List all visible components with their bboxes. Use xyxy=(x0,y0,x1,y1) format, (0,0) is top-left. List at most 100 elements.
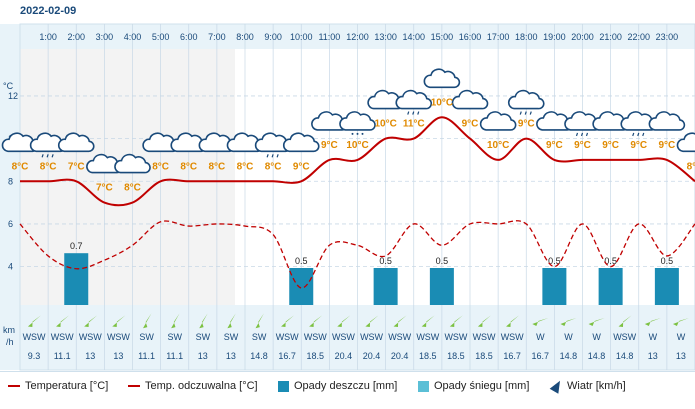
snow-flake xyxy=(351,132,354,135)
wind-direction: W xyxy=(564,332,573,342)
rain-drop xyxy=(417,111,420,115)
temp-label: 8°C xyxy=(208,161,225,172)
hour-label: 6:00 xyxy=(180,32,198,42)
wind-arrow-icon xyxy=(393,315,407,328)
wind-speed: 16.7 xyxy=(503,351,521,361)
wind-speed: 13 xyxy=(676,351,686,361)
wind-speed: 18.5 xyxy=(307,351,325,361)
hour-label: 19:00 xyxy=(543,32,566,42)
wind-direction: WSW xyxy=(360,332,383,342)
hour-label: 21:00 xyxy=(599,32,622,42)
y-axis-band xyxy=(0,24,20,370)
hour-label: 11:00 xyxy=(318,32,340,42)
night-shade-left xyxy=(20,49,235,305)
rain-drop xyxy=(642,132,645,137)
cloud-icon xyxy=(282,132,320,153)
hour-label: 10:00 xyxy=(290,32,313,42)
cloud-shape xyxy=(282,132,320,153)
temperature-line xyxy=(19,116,695,207)
hour-label: 17:00 xyxy=(487,32,510,42)
cloud-icon xyxy=(479,111,517,131)
date-label: 2022-02-09 xyxy=(20,5,77,17)
wind-arrow-icon xyxy=(672,318,689,326)
y-tick-label: 12 xyxy=(8,91,18,101)
wind-speed: 18.5 xyxy=(419,351,437,361)
wind-direction: WSW xyxy=(304,332,327,342)
wind-arrow-shape xyxy=(532,318,549,326)
wind-speed: 14.8 xyxy=(588,351,606,361)
wind-speed: 14.8 xyxy=(616,351,634,361)
wind-speed: 16.7 xyxy=(278,351,296,361)
y-tick-label: 4 xyxy=(8,262,13,272)
hour-label: 1:00 xyxy=(39,32,57,42)
rain-drop xyxy=(580,132,584,137)
rain-label: 0.5 xyxy=(548,256,561,266)
wind-direction: W xyxy=(649,332,658,342)
legend: Temperatura [°C] Temp. odczuwalna [°C] Opa… xyxy=(0,371,695,409)
wind-arrow-shape xyxy=(506,315,520,328)
hour-label: 5:00 xyxy=(152,32,170,42)
hour-label: 14:00 xyxy=(402,32,425,42)
cloud-shape xyxy=(451,89,489,110)
wind-direction: SW xyxy=(196,332,211,342)
wind-direction: WSW xyxy=(107,332,130,342)
y-tick-label: 6 xyxy=(8,219,13,229)
wind-speed: 20.4 xyxy=(335,351,353,361)
temp-label: 11°C xyxy=(403,119,425,130)
wind-arrow-icon xyxy=(449,315,463,328)
temp-label: 10°C xyxy=(346,140,368,151)
wind-speed: 11.1 xyxy=(54,351,71,361)
temp-label: 8°C xyxy=(40,161,57,172)
wind-arrow-icon xyxy=(644,318,661,326)
wind-arrow-icon xyxy=(56,315,70,328)
hour-label: 18:00 xyxy=(515,32,538,42)
hour-label: 23:00 xyxy=(656,32,679,42)
wind-arrow-shape xyxy=(281,315,295,328)
feels-like-line xyxy=(19,220,695,289)
rain-drop xyxy=(41,154,44,158)
wind-speed: 11.1 xyxy=(166,351,183,361)
temp-label: 9°C xyxy=(518,119,535,130)
hour-label: 9:00 xyxy=(264,32,282,42)
rain-bar xyxy=(64,253,89,305)
rain-label: 0.7 xyxy=(70,241,83,251)
rain-drop xyxy=(407,111,410,115)
temp-label: 8°C xyxy=(265,161,282,172)
rain-bar xyxy=(289,268,314,305)
wind-arrow-shape xyxy=(421,315,435,328)
wind-speed: 11.1 xyxy=(138,351,155,361)
rain-drop xyxy=(412,111,415,115)
wind-direction: W xyxy=(536,332,545,342)
wind-arrow-icon xyxy=(112,315,126,328)
temp-label: 10°C xyxy=(487,140,509,151)
y-tick-label: 8 xyxy=(8,176,13,186)
wind-arrow-shape xyxy=(588,318,605,326)
temp-label: 10°C xyxy=(431,97,453,108)
wind-direction: WSW xyxy=(613,332,636,342)
legend-item: Temperatura [°C] xyxy=(8,380,108,392)
temp-label: 9°C xyxy=(658,140,675,151)
wind-direction: SW xyxy=(167,332,182,342)
wind-arrow-icon xyxy=(84,315,98,328)
hour-label: 16:00 xyxy=(459,32,482,42)
wind-arrow-icon xyxy=(337,315,351,328)
legend-line-swatch xyxy=(8,385,20,388)
wind-speed: 18.5 xyxy=(447,351,465,361)
rain-label: 0.5 xyxy=(661,256,674,266)
wind-unit-h: /h xyxy=(6,337,14,347)
wind-speed: 20.4 xyxy=(363,351,381,361)
wind-speed: 13 xyxy=(113,351,123,361)
legend-item: Temp. odczuwalna [°C] xyxy=(128,380,258,392)
rain-drop xyxy=(271,154,274,158)
temp-label: 7°C xyxy=(68,161,85,172)
rain-label: 0.5 xyxy=(436,256,449,266)
cloud-icon xyxy=(423,68,461,89)
wind-arrow-icon xyxy=(560,318,577,326)
temp-label: 8°C xyxy=(687,161,695,172)
cloud-shape xyxy=(339,111,376,131)
wind-arrow-shape xyxy=(84,315,98,328)
rain-bar xyxy=(542,268,567,305)
wind-direction: WSW xyxy=(444,332,467,342)
snow-flake xyxy=(361,132,364,135)
